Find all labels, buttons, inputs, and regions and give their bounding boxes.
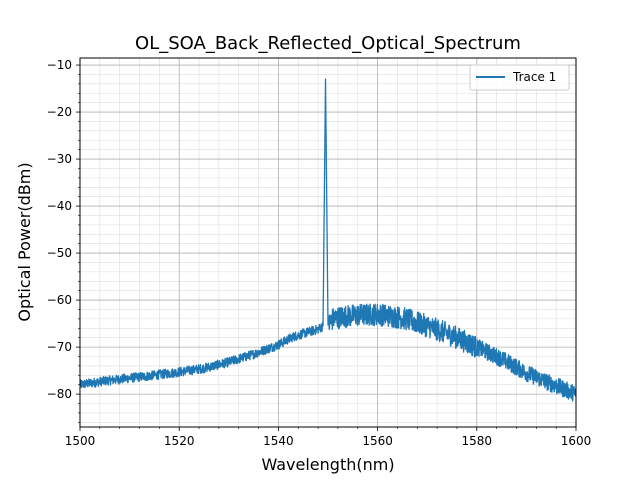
y-tick-label: −60 — [47, 293, 72, 307]
plot-area-frame — [79, 57, 577, 428]
legend: Trace 1 — [469, 64, 570, 91]
series-layer — [80, 78, 576, 402]
y-tick-label: −70 — [47, 340, 72, 354]
axis-ticks: 1500 1520 1540 1560 1580 1600 −80 −70 −60 −50 −40 −… — [47, 58, 592, 448]
x-tick-label: 1520 — [164, 434, 195, 448]
y-tick-label: −10 — [47, 58, 72, 72]
legend-box — [469, 64, 570, 91]
y-axis-label: Optical Power(dBm) — [15, 162, 34, 321]
x-axis-label: Wavelength(nm) — [261, 455, 394, 474]
chart-title: OL_SOA_Back_Reflected_Optical_Spectrum — [135, 33, 521, 54]
y-tick-label: −20 — [47, 105, 72, 119]
y-tick-label: −30 — [47, 152, 72, 166]
x-tick-label: 1580 — [462, 434, 493, 448]
x-tick-label: 1500 — [65, 434, 96, 448]
series-line-trace-1 — [80, 78, 576, 402]
y-tick-label: −80 — [47, 387, 72, 401]
x-tick-label: 1560 — [362, 434, 393, 448]
x-tick-label: 1600 — [561, 434, 592, 448]
x-tick-label: 1540 — [263, 434, 294, 448]
legend-label-trace-1: Trace 1 — [512, 70, 556, 84]
grid — [79, 58, 577, 427]
y-tick-label: −50 — [47, 246, 72, 260]
y-tick-label: −40 — [47, 199, 72, 213]
